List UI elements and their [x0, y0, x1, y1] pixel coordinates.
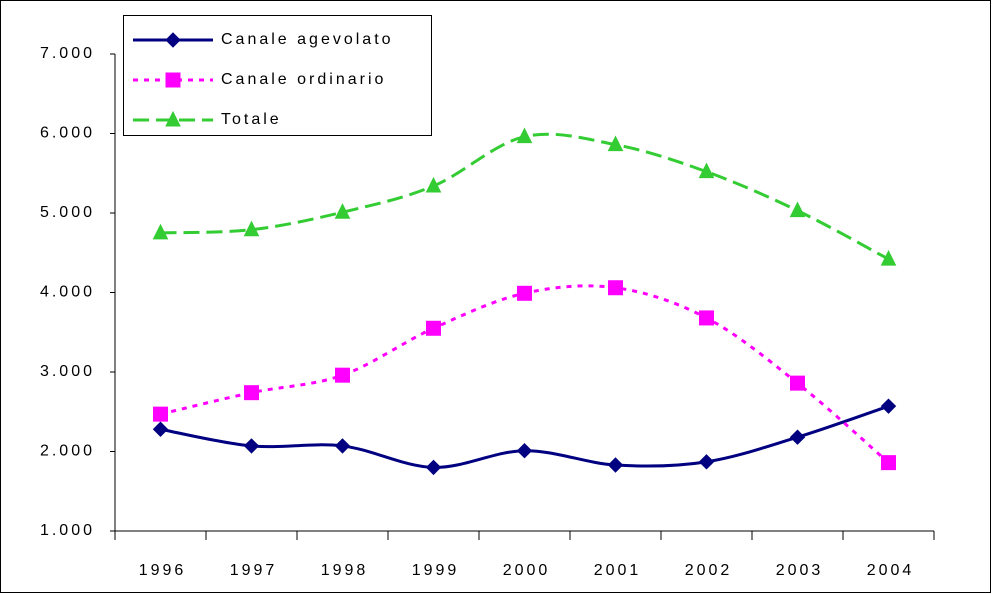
data-point [425, 459, 442, 476]
data-point [789, 201, 806, 218]
x-tick-label: 1997 [230, 562, 278, 579]
x-tick-label: 2000 [503, 562, 551, 579]
y-tick-label: 4.000 [40, 284, 95, 301]
x-tick-label: 1999 [412, 562, 460, 579]
y-tick-label: 2.000 [40, 443, 95, 460]
data-point [698, 162, 715, 179]
legend-marker [165, 110, 181, 127]
x-tick-label: 2002 [685, 562, 733, 579]
x-tick-label: 2004 [867, 562, 915, 579]
x-tick-label: 1996 [139, 562, 187, 579]
data-point [334, 438, 351, 454]
data-point [880, 398, 897, 414]
legend-label: Canale agevolato [221, 31, 394, 48]
data-point [698, 454, 715, 470]
data-point [789, 429, 806, 445]
data-point [607, 457, 624, 473]
data-point [880, 249, 897, 266]
data-point [244, 385, 259, 401]
data-point [426, 320, 441, 336]
data-point [425, 176, 442, 193]
y-tick-label: 1.000 [40, 522, 95, 539]
data-point [152, 223, 169, 240]
legend-marker [165, 72, 181, 88]
x-tick-label: 2003 [776, 562, 824, 579]
data-point [516, 127, 533, 144]
x-tick-label: 2001 [594, 562, 642, 579]
data-point [516, 442, 533, 459]
y-tick-label: 3.000 [40, 363, 95, 380]
data-point [517, 285, 532, 301]
data-point [335, 367, 350, 383]
data-point [334, 203, 351, 219]
data-point [608, 280, 623, 296]
data-point [607, 135, 624, 152]
data-point [699, 310, 714, 326]
legend-label: Totale [221, 111, 282, 128]
y-tick-label: 6.000 [40, 125, 95, 142]
data-point [881, 455, 896, 471]
y-tick-label: 5.000 [40, 204, 95, 221]
x-tick-label: 1998 [321, 562, 369, 579]
legend-label: Canale ordinario [221, 71, 386, 88]
y-tick-label: 7.000 [40, 45, 95, 62]
data-point [153, 406, 168, 422]
data-point [243, 220, 260, 237]
data-point [152, 421, 169, 437]
data-point [790, 375, 805, 391]
legend-marker [165, 32, 181, 48]
data-point [243, 438, 260, 454]
